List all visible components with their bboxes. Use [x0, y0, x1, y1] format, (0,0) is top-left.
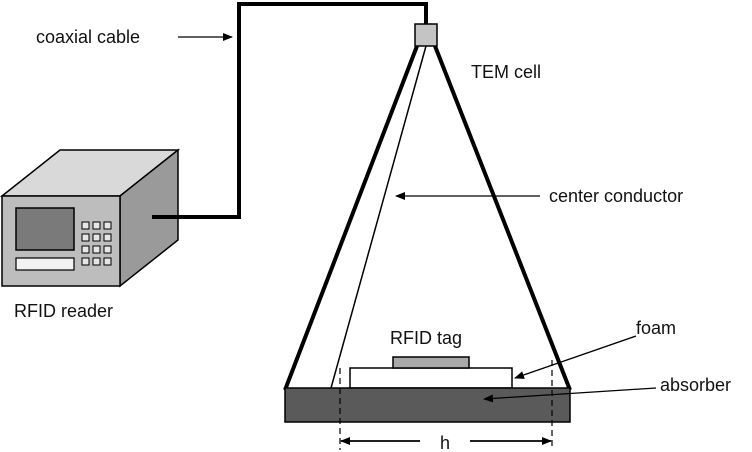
coaxial-cable [152, 2, 428, 219]
rfid-tag-shape [392, 356, 470, 369]
absorber-label: absorber [660, 375, 731, 395]
center-conductor-line [330, 45, 427, 389]
foam-block [349, 367, 513, 389]
coaxial-cable-label: coaxial cable [36, 27, 140, 47]
reader-screen [15, 207, 75, 251]
absorber-arrow [483, 387, 657, 403]
tem-cell-label: TEM cell [471, 62, 541, 82]
center-conductor-label: center conductor [549, 186, 683, 206]
rfid-reader [0, 148, 181, 288]
rfid-tag-label: RFID tag [390, 328, 462, 348]
dimension-h-label: h [440, 433, 450, 452]
rfid-reader-label: RFID reader [14, 301, 113, 321]
foam-label: foam [636, 318, 676, 338]
foam-arrow [514, 335, 637, 379]
absorber-block [284, 387, 571, 423]
tem-cell-right-wall [433, 45, 572, 391]
reader-keypad [81, 221, 112, 266]
tem-cell-left-wall [283, 45, 419, 391]
tem-connector [414, 23, 438, 47]
reader-slot [15, 257, 75, 271]
